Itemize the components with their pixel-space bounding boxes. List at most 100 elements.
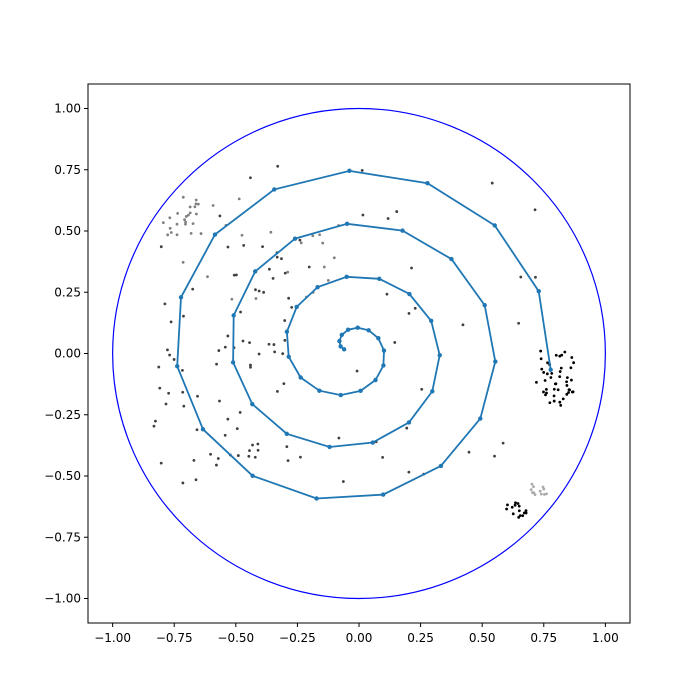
- scatter-point: [541, 485, 545, 489]
- scatter-point: [238, 411, 242, 414]
- scatter-point: [275, 255, 279, 259]
- scatter-point: [559, 366, 563, 370]
- scatter-point: [298, 238, 302, 242]
- scatter-point: [517, 321, 521, 325]
- scatter-point: [172, 358, 176, 361]
- scatter-point: [413, 306, 417, 310]
- scatter-point: [286, 270, 290, 274]
- x-tick-label: 0.25: [407, 631, 434, 645]
- scatter-point: [565, 376, 569, 380]
- scatter-point: [561, 397, 565, 401]
- spiral-point: [284, 431, 289, 436]
- scatter-point: [326, 278, 330, 282]
- scatter-point: [187, 213, 190, 217]
- scatter-point: [355, 369, 359, 373]
- scatter-point: [554, 382, 558, 386]
- scatter-point: [276, 390, 279, 393]
- scatter-point: [563, 350, 567, 354]
- scatter-point: [529, 488, 533, 492]
- scatter-point: [461, 323, 465, 327]
- scatter-point: [248, 449, 251, 453]
- scatter-point: [554, 353, 558, 357]
- scatter-point: [159, 245, 163, 249]
- scatter-point: [193, 205, 197, 209]
- scatter-point: [321, 241, 325, 245]
- scatter-point: [517, 509, 521, 513]
- scatter-point: [223, 433, 227, 437]
- scatter-point: [545, 492, 548, 496]
- y-tick-label: −0.75: [44, 530, 81, 544]
- scatter-point: [299, 241, 303, 245]
- spiral-point: [370, 440, 376, 445]
- scatter-point: [535, 380, 538, 384]
- scatter-point: [545, 372, 549, 376]
- scatter-point: [542, 487, 546, 491]
- scatter-point: [558, 400, 562, 404]
- scatter-point: [558, 375, 562, 379]
- scatter-point: [196, 202, 200, 206]
- scatter-point: [540, 367, 544, 371]
- boundary-circle: [112, 107, 606, 600]
- scatter-point: [226, 334, 230, 338]
- scatter-point: [565, 384, 569, 387]
- scatter-point: [240, 233, 244, 237]
- spiral-point: [536, 289, 541, 294]
- scatter-point: [248, 341, 251, 345]
- scatter-point: [237, 197, 241, 201]
- scatter-point: [337, 436, 341, 440]
- scatter-point: [318, 233, 322, 237]
- scatter-point: [254, 297, 258, 300]
- spiral-point: [358, 388, 363, 394]
- scatter-point: [307, 265, 311, 269]
- scatter-point: [196, 394, 199, 398]
- scatter-point: [256, 448, 260, 452]
- scatter-point: [517, 515, 521, 519]
- scatter-point: [501, 441, 505, 445]
- scatter-point: [311, 234, 315, 238]
- scatter-point: [226, 417, 230, 421]
- spiral-point: [339, 332, 344, 338]
- scatter-point: [506, 503, 509, 507]
- scatter-point: [181, 195, 185, 199]
- scatter-point: [322, 265, 326, 269]
- scatter-point: [257, 289, 261, 293]
- scatter-point: [381, 456, 384, 459]
- scatter-point: [218, 214, 222, 218]
- y-tick-label: −0.25: [44, 408, 81, 422]
- spiral-point: [314, 496, 319, 501]
- scatter-point: [548, 401, 552, 405]
- scatter-point: [271, 276, 275, 280]
- scatter-point: [530, 482, 534, 486]
- scatter-point: [249, 363, 252, 367]
- scatter-point: [192, 458, 196, 462]
- scatter-point: [550, 371, 554, 375]
- scatter-point: [407, 312, 411, 315]
- scatter-point: [545, 391, 548, 395]
- spiral-point: [230, 360, 236, 365]
- scatter-point: [226, 245, 230, 249]
- scatter-point: [513, 503, 517, 507]
- spiral-point: [284, 329, 290, 334]
- scatter-point: [168, 353, 172, 357]
- scatter-point: [181, 260, 185, 264]
- scatter-point: [490, 181, 494, 185]
- scatter-point: [332, 256, 336, 260]
- scatter-point: [546, 361, 549, 365]
- scatter-point: [567, 388, 571, 392]
- scatter-point: [290, 306, 294, 309]
- scatter-point: [493, 454, 496, 458]
- scatter-point: [511, 512, 515, 516]
- scatter-point: [175, 233, 179, 237]
- scatter-point: [532, 485, 535, 489]
- spiral-point: [355, 325, 360, 330]
- scatter-point: [549, 376, 553, 379]
- spiral-point: [430, 389, 435, 394]
- spiral-point: [376, 336, 381, 341]
- x-tick-label: 0.50: [469, 631, 496, 645]
- scatter-point: [569, 366, 573, 370]
- spiral-point: [449, 256, 454, 262]
- scatter-point: [257, 352, 261, 356]
- scatter-point: [558, 370, 562, 373]
- scatter-point: [542, 371, 546, 374]
- spiral-point: [366, 328, 371, 333]
